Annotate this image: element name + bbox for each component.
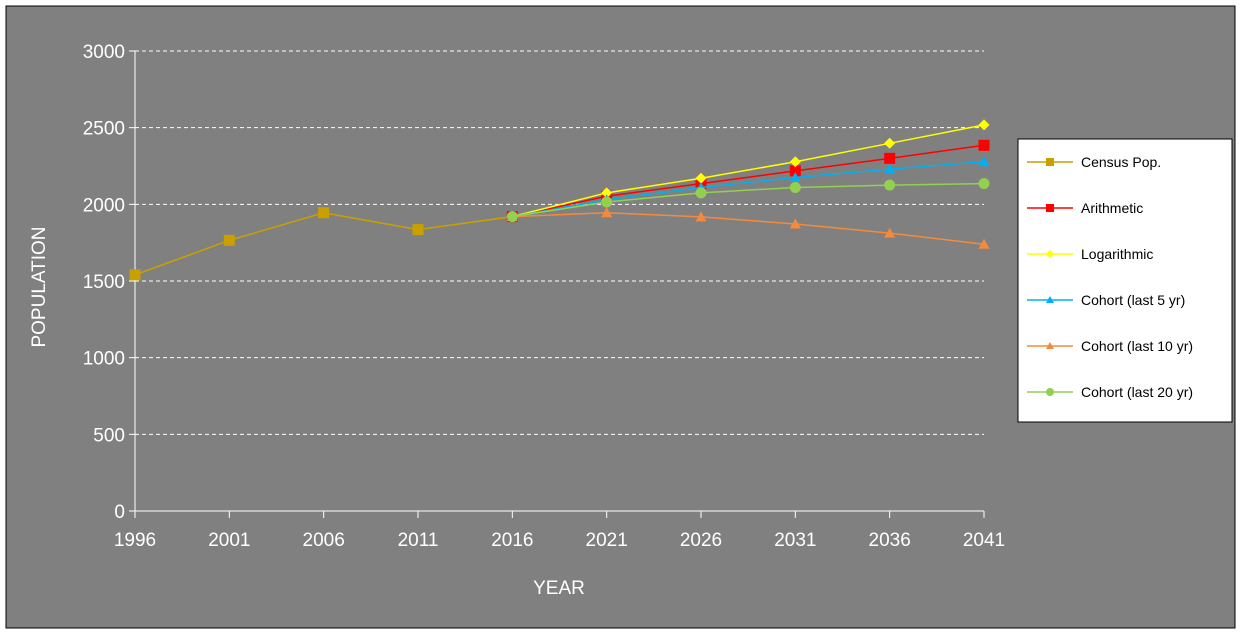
legend-label: Arithmetic — [1081, 200, 1143, 216]
data-point — [789, 181, 801, 193]
x-tick-labels: 1996 2001 2006 2011 2016 2021 2026 2031 2036 2041 — [114, 530, 1005, 551]
legend-marker — [1046, 250, 1054, 258]
x-tick-label: 2011 — [398, 530, 439, 551]
y-tick-label: 2000 — [83, 195, 125, 216]
data-point — [978, 156, 990, 167]
data-point — [884, 163, 896, 174]
series-line — [512, 124, 985, 218]
series-line — [512, 212, 985, 245]
legend-item: Arithmetic — [1027, 200, 1143, 216]
data-point — [601, 196, 613, 208]
data-point — [978, 139, 990, 151]
legend-item: Cohort (last 20 yr) — [1027, 384, 1193, 400]
data-point — [506, 211, 518, 223]
legend-item: Cohort (last 5 yr) — [1027, 292, 1185, 308]
data-point — [884, 227, 896, 238]
legend-marker — [1046, 296, 1054, 303]
x-tick-label: 1996 — [114, 530, 156, 551]
legend-item: Cohort (last 10 yr) — [1027, 338, 1193, 354]
x-tick-label: 2006 — [303, 530, 345, 551]
x-tick-label: 2016 — [491, 530, 533, 551]
data-point — [601, 207, 613, 218]
data-point — [695, 187, 707, 199]
data-point — [978, 178, 990, 190]
y-tick-label: 2500 — [83, 119, 125, 140]
data-point — [601, 187, 613, 199]
legend-label: Census Pop. — [1081, 154, 1161, 170]
data-point — [884, 152, 896, 164]
legend-box — [1017, 138, 1233, 423]
x-tick-label: 2041 — [963, 530, 1005, 551]
y-tick-labels: 0 500 1000 1500 2000 2500 3000 — [83, 42, 125, 523]
legend-label: Cohort (last 10 yr) — [1081, 338, 1193, 354]
y-tick-label: 1000 — [83, 349, 125, 370]
data-point — [695, 172, 707, 184]
series-line — [512, 160, 985, 218]
x-tick-label: 2036 — [869, 530, 911, 551]
data-point — [789, 165, 801, 177]
legend-label: Cohort (last 5 yr) — [1081, 292, 1185, 308]
data-point — [412, 224, 424, 236]
data-point — [695, 211, 707, 222]
data-point — [884, 137, 896, 149]
axes — [129, 50, 985, 518]
x-tick-label: 2001 — [208, 530, 250, 551]
y-tick-label: 1500 — [83, 272, 125, 293]
y-tick-label: 0 — [114, 502, 125, 523]
legend-item: Census Pop. — [1027, 154, 1161, 170]
x-axis-title: YEAR — [533, 578, 585, 599]
series-line — [512, 182, 985, 218]
data-point — [789, 218, 801, 229]
data-point — [789, 156, 801, 168]
legend-marker — [1046, 388, 1054, 396]
legend-marker — [1046, 204, 1054, 212]
legend: Census Pop. Arithmetic Logarithmic Cohort (… — [1017, 138, 1233, 423]
x-tick-label: 2026 — [680, 530, 722, 551]
legend-label: Cohort (last 20 yr) — [1081, 384, 1193, 400]
data-point — [129, 269, 141, 281]
data-point — [789, 172, 801, 182]
series-cohort-last-20-yr — [506, 178, 990, 223]
series-layer — [129, 119, 990, 281]
y-tick-label: 500 — [93, 425, 125, 446]
y-tick-label: 3000 — [83, 42, 125, 63]
y-axis-title: POPULATION — [29, 226, 50, 347]
legend-marker — [1046, 158, 1054, 166]
legend-label: Logarithmic — [1081, 246, 1153, 262]
data-point — [978, 238, 990, 249]
x-tick-label: 2031 — [774, 530, 816, 551]
gridlines — [135, 50, 984, 435]
data-point — [978, 119, 990, 131]
data-point — [884, 179, 896, 191]
x-tick-label: 2021 — [586, 530, 628, 551]
series-line — [512, 144, 985, 218]
legend-marker — [1046, 342, 1054, 349]
data-point — [223, 234, 235, 246]
legend-item: Logarithmic — [1027, 246, 1153, 262]
data-point — [318, 207, 330, 219]
